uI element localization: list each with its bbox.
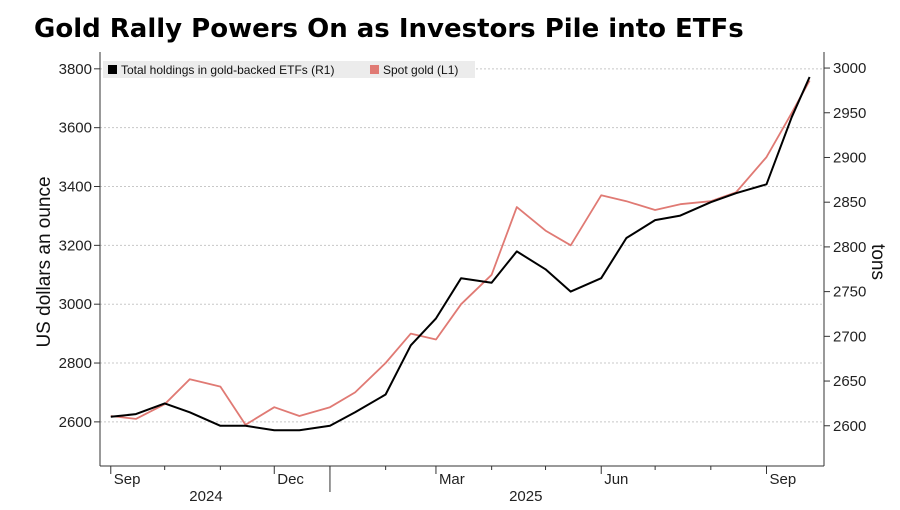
- grid-lines: [100, 68, 824, 423]
- right-tick-label: 2950: [833, 105, 866, 122]
- x-tick-label: Sep: [770, 471, 797, 488]
- x-tick-label: Sep: [114, 471, 141, 488]
- left-tick-label: 2800: [59, 355, 92, 372]
- legend-swatch-spot-gold: [370, 65, 379, 74]
- y-axis-label-right: tons: [867, 244, 888, 280]
- x-tick-label: Dec: [277, 471, 304, 488]
- legend-label-holdings: Total holdings in gold-backed ETFs (R1): [121, 63, 334, 77]
- y-axis-label-left: US dollars an ounce: [34, 176, 55, 347]
- right-tick-label: 2650: [833, 373, 866, 390]
- legend-swatch-holdings: [108, 65, 117, 74]
- series-layer: [110, 76, 811, 432]
- right-tick-label: 2800: [833, 239, 866, 256]
- right-tick-label: 2850: [833, 194, 866, 211]
- legend: Total holdings in gold-backed ETFs (R1) S…: [103, 61, 475, 78]
- left-tick-label: 3000: [59, 296, 92, 313]
- axes: [94, 52, 830, 492]
- left-tick-labels: 2600 2800 3000 3200 3400 3600 3800: [59, 61, 92, 431]
- year-label: 2025: [509, 488, 542, 505]
- right-tick-label: 2900: [833, 149, 866, 166]
- left-tick-label: 3600: [59, 120, 92, 137]
- right-tick-label: 2700: [833, 328, 866, 345]
- left-tick-label: 3400: [59, 179, 92, 196]
- x-tick-label: Jun: [604, 471, 628, 488]
- left-tick-label: 2600: [59, 414, 92, 431]
- left-tick-label: 3200: [59, 237, 92, 254]
- series-line-holdings: [110, 76, 811, 432]
- right-tick-label: 3000: [833, 60, 866, 77]
- legend-box: [103, 61, 475, 78]
- legend-label-spot-gold: Spot gold (L1): [383, 63, 458, 77]
- right-tick-label: 2750: [833, 284, 866, 301]
- chart-title: Gold Rally Powers On as Investors Pile i…: [34, 14, 744, 44]
- x-tick-label: Mar: [439, 471, 465, 488]
- series-line-spot-gold: [110, 80, 811, 426]
- x-tick-labels: Sep Dec Mar Jun Sep 2024 2025: [114, 471, 796, 505]
- left-tick-label: 3800: [59, 61, 92, 78]
- right-tick-label: 2600: [833, 418, 866, 435]
- year-label: 2024: [189, 488, 222, 505]
- right-tick-labels: 2600 2650 2700 2750 2800 2850 2900 2950 3000: [833, 60, 866, 435]
